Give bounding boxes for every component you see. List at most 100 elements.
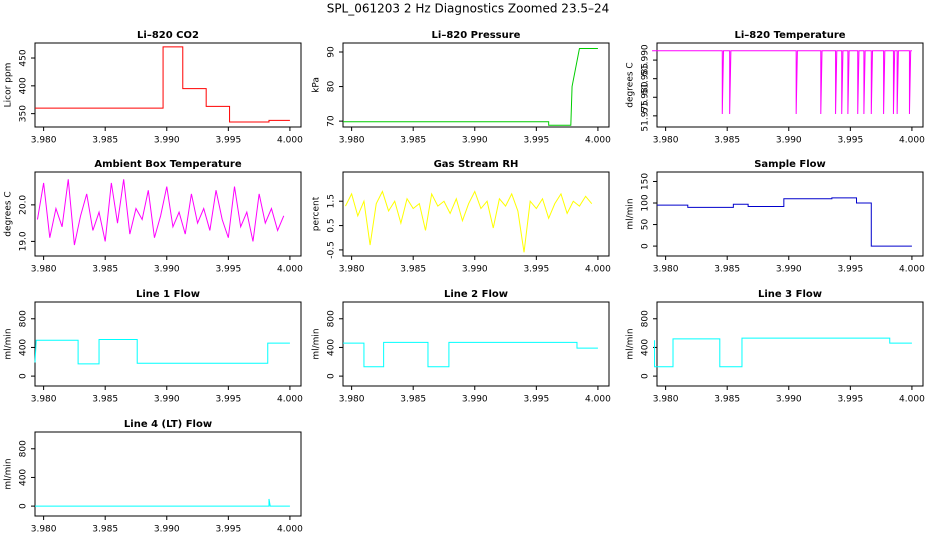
figure-title: SPL_061203 2 Hz Diagnostics Zoomed 23.5–…	[327, 2, 610, 16]
y-tick-label: 0	[19, 373, 29, 379]
y-tick-label: 800	[327, 310, 337, 327]
y-axis-label: ml/min	[626, 328, 636, 359]
y-axis-label: ml/min	[4, 458, 14, 489]
x-tick-label: 3.985	[400, 395, 426, 405]
plot-frame	[34, 42, 302, 128]
x-tick-label: 3.980	[31, 265, 57, 275]
y-axis-label: percent	[312, 196, 322, 231]
y-tick-label: 51.980	[641, 81, 651, 113]
y-tick-label: 450	[19, 49, 29, 66]
x-tick-label: 3.985	[92, 136, 118, 146]
x-tick-label: 3.995	[215, 136, 241, 146]
panel-title: Li–820 Temperature	[734, 30, 845, 41]
plot-frame	[34, 171, 302, 257]
y-tick-label: 20.0	[19, 195, 29, 215]
y-tick-label: 51.985	[641, 63, 651, 95]
x-tick-label: 3.980	[31, 525, 57, 535]
data-line	[35, 498, 290, 507]
y-tick-label: 0	[641, 373, 651, 379]
x-tick-label: 3.985	[714, 395, 740, 405]
x-tick-label: 3.985	[92, 525, 118, 535]
x-tick-label: 3.980	[339, 265, 365, 275]
x-tick-label: 3.995	[215, 395, 241, 405]
data-line	[35, 46, 290, 123]
data-line	[657, 197, 912, 247]
x-tick-label: 4.000	[585, 265, 611, 275]
x-tick-label: 3.995	[215, 265, 241, 275]
x-tick-label: 3.985	[714, 136, 740, 146]
y-axis-label: ml/min	[312, 328, 322, 359]
x-tick-label: 3.995	[523, 136, 549, 146]
plot-frame	[34, 431, 302, 517]
y-tick-label: 150	[641, 173, 651, 190]
x-tick-label: 4.000	[277, 395, 303, 405]
y-tick-label: 1.5	[327, 194, 337, 208]
data-line	[654, 337, 912, 368]
plot-frame	[656, 42, 924, 128]
x-tick-label: 3.990	[776, 265, 802, 275]
data-line	[345, 190, 593, 253]
data-line	[343, 48, 598, 126]
x-tick-label: 3.990	[776, 136, 802, 146]
x-tick-label: 3.995	[523, 265, 549, 275]
x-tick-label: 3.995	[837, 136, 863, 146]
y-tick-label: 19.0	[19, 231, 29, 251]
y-axis-label: kPa	[312, 77, 322, 93]
plot-frame	[656, 301, 924, 387]
panel-title: Line 4 (LT) Flow	[124, 419, 212, 430]
x-tick-label: 4.000	[277, 136, 303, 146]
x-tick-label: 3.985	[400, 136, 426, 146]
y-tick-label: 350	[19, 105, 29, 122]
x-tick-label: 3.980	[653, 265, 679, 275]
x-tick-label: 3.985	[92, 265, 118, 275]
y-tick-label: 0.5	[327, 218, 337, 232]
y-axis-label: degrees C	[626, 62, 636, 107]
x-tick-label: 3.995	[837, 265, 863, 275]
panel-title: Li–820 Pressure	[432, 30, 521, 41]
plot-frame	[656, 171, 924, 257]
y-tick-label: 90	[327, 46, 337, 58]
x-tick-label: 3.980	[653, 136, 679, 146]
x-tick-label: 4.000	[277, 525, 303, 535]
panel-title: Line 1 Flow	[136, 289, 200, 300]
y-tick-label: 800	[19, 440, 29, 457]
y-tick-label: 0	[327, 373, 337, 379]
x-tick-label: 4.000	[585, 136, 611, 146]
y-tick-label: 51.990	[641, 44, 651, 76]
x-tick-label: 4.000	[585, 395, 611, 405]
x-tick-label: 3.980	[339, 395, 365, 405]
panel-title: Sample Flow	[754, 159, 826, 170]
x-tick-label: 3.995	[837, 395, 863, 405]
y-tick-label: 800	[641, 310, 651, 327]
x-tick-label: 3.990	[154, 395, 180, 405]
x-tick-label: 3.995	[215, 525, 241, 535]
y-tick-label: 70	[327, 115, 337, 127]
x-tick-label: 3.990	[154, 136, 180, 146]
x-tick-label: 4.000	[899, 395, 925, 405]
panel-title: Li–820 CO2	[137, 30, 199, 41]
y-tick-label: 400	[327, 339, 337, 356]
y-tick-label: 400	[19, 77, 29, 94]
x-tick-label: 3.980	[31, 136, 57, 146]
panel-title: Ambient Box Temperature	[94, 159, 241, 170]
y-tick-label: 80	[327, 81, 337, 93]
x-tick-label: 3.995	[523, 395, 549, 405]
x-tick-label: 4.000	[277, 265, 303, 275]
x-tick-label: 3.990	[462, 265, 488, 275]
y-axis-label: degrees C	[4, 191, 14, 236]
x-tick-label: 4.000	[899, 265, 925, 275]
x-tick-label: 3.985	[714, 265, 740, 275]
data-line	[343, 341, 598, 368]
y-tick-label: 100	[641, 194, 651, 211]
data-line	[36, 179, 285, 246]
panel-title: Line 3 Flow	[758, 289, 822, 300]
plot-frame	[34, 301, 302, 387]
panel-title: Gas Stream RH	[434, 159, 519, 170]
x-tick-label: 3.990	[776, 395, 802, 405]
y-tick-label: 51.975	[641, 100, 651, 131]
x-tick-label: 3.990	[462, 136, 488, 146]
data-line	[34, 339, 290, 365]
y-axis-label: ml/min	[626, 198, 636, 229]
x-tick-label: 3.990	[462, 395, 488, 405]
